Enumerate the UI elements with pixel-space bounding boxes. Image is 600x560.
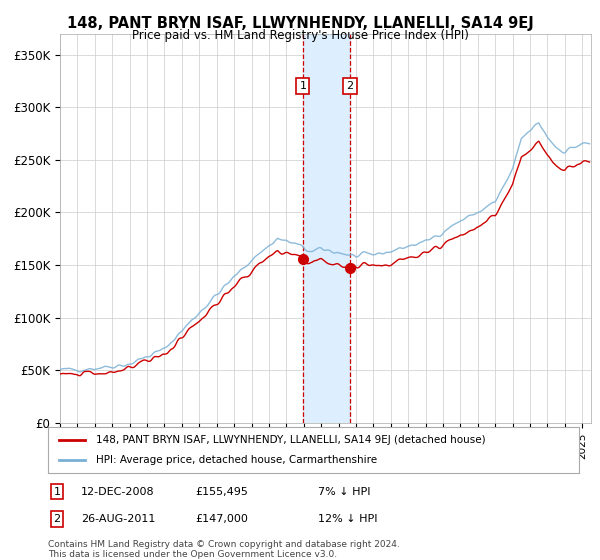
Text: 12% ↓ HPI: 12% ↓ HPI (318, 514, 377, 524)
Text: 2: 2 (346, 81, 353, 91)
Text: 12-DEC-2008: 12-DEC-2008 (81, 487, 155, 497)
Text: Contains HM Land Registry data © Crown copyright and database right 2024.: Contains HM Land Registry data © Crown c… (48, 540, 400, 549)
Text: Price paid vs. HM Land Registry's House Price Index (HPI): Price paid vs. HM Land Registry's House … (131, 29, 469, 42)
Text: 7% ↓ HPI: 7% ↓ HPI (318, 487, 371, 497)
Text: £147,000: £147,000 (195, 514, 248, 524)
Text: 148, PANT BRYN ISAF, LLWYNHENDY, LLANELLI, SA14 9EJ: 148, PANT BRYN ISAF, LLWYNHENDY, LLANELL… (67, 16, 533, 31)
Text: 2: 2 (53, 514, 61, 524)
Text: 1: 1 (53, 487, 61, 497)
Text: 26-AUG-2011: 26-AUG-2011 (81, 514, 155, 524)
Text: £155,495: £155,495 (195, 487, 248, 497)
Text: 148, PANT BRYN ISAF, LLWYNHENDY, LLANELLI, SA14 9EJ (detached house): 148, PANT BRYN ISAF, LLWYNHENDY, LLANELL… (96, 435, 485, 445)
Text: 1: 1 (299, 81, 307, 91)
Text: This data is licensed under the Open Government Licence v3.0.: This data is licensed under the Open Gov… (48, 550, 337, 559)
Bar (303, 34, 350, 423)
Text: HPI: Average price, detached house, Carmarthenshire: HPI: Average price, detached house, Carm… (96, 455, 377, 465)
